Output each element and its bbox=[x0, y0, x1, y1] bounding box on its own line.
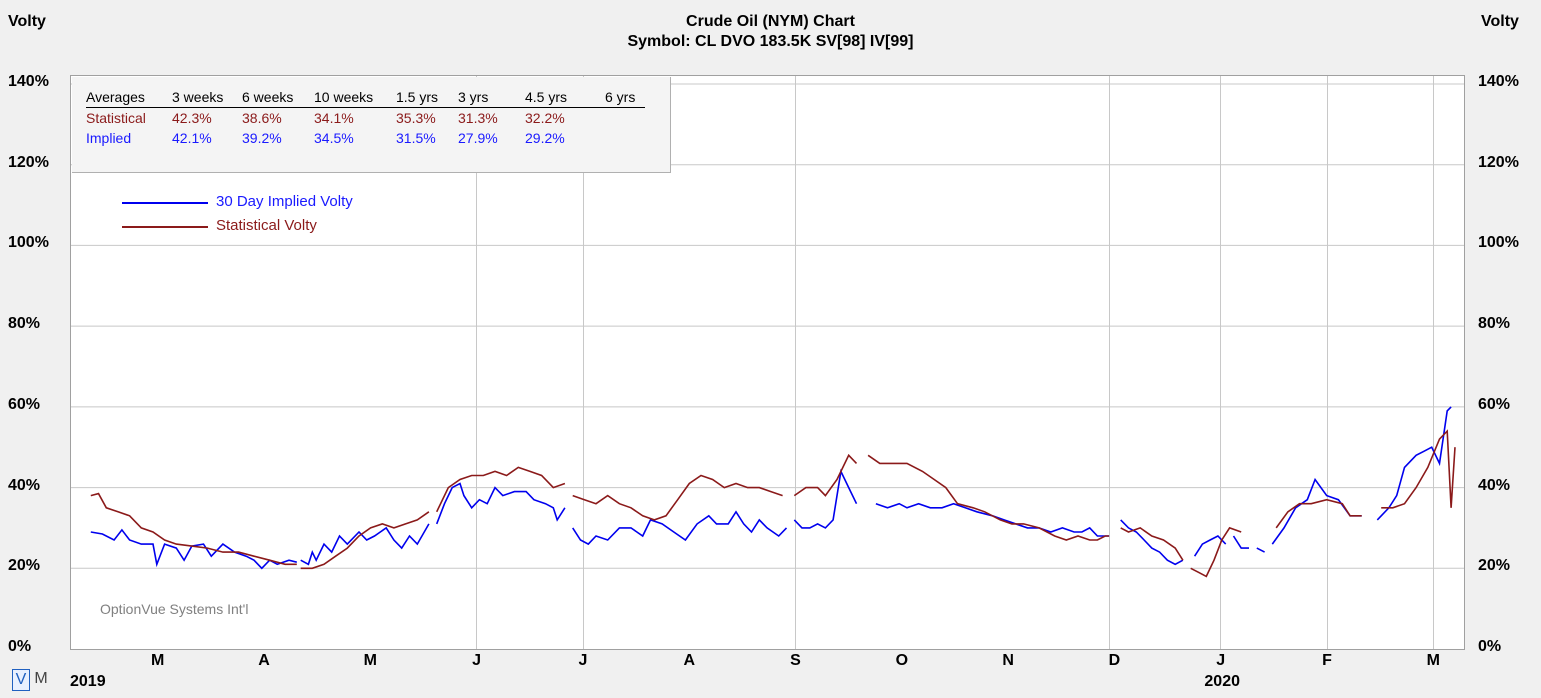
x-tick-label: O bbox=[895, 652, 909, 669]
x-tick-label: J bbox=[1216, 652, 1226, 669]
statistical-volty-line bbox=[1275, 498, 1362, 529]
legend-implied-swatch bbox=[122, 202, 208, 204]
y-tick-label-right: 60% bbox=[1478, 395, 1511, 413]
legend-statistical-label: Statistical Volty bbox=[216, 217, 317, 234]
chart-canvas bbox=[71, 76, 1464, 649]
implied-volty-line bbox=[435, 482, 566, 525]
x-tick-label: N bbox=[1002, 652, 1014, 669]
y-tick-label-right: 0% bbox=[1478, 638, 1502, 655]
implied-volty-line bbox=[793, 468, 858, 529]
legend-statistical-swatch bbox=[122, 226, 208, 228]
table-cell: 35.3% bbox=[396, 110, 436, 126]
implied-volty-line bbox=[875, 502, 1110, 537]
x-tick-label: J bbox=[578, 652, 588, 669]
statistical-volty-line bbox=[90, 492, 297, 566]
table-cell: 34.5% bbox=[314, 130, 354, 146]
statistical-volty-line bbox=[1190, 526, 1242, 578]
table-cell: 31.5% bbox=[396, 130, 436, 146]
statistical-volty-line bbox=[867, 454, 1110, 541]
implied-volty-line bbox=[1120, 519, 1184, 566]
col-4-5-yrs: 4.5 yrs bbox=[525, 87, 605, 108]
col-10-weeks: 10 weeks bbox=[314, 87, 396, 108]
y-tick-label-left: 0% bbox=[8, 638, 32, 655]
y-tick-label-right: 100% bbox=[1478, 234, 1519, 252]
table-cell: 39.2% bbox=[242, 130, 282, 146]
chart-subtitle: Symbol: CL DVO 183.5K SV[98] IV[99] bbox=[627, 33, 914, 50]
y-tick-label-left: 60% bbox=[8, 395, 41, 413]
col-3-yrs: 3 yrs bbox=[458, 87, 525, 108]
y-tick-label-left: 120% bbox=[8, 153, 49, 171]
col-averages: Averages bbox=[86, 87, 172, 108]
y-tick-label-right: 80% bbox=[1478, 315, 1511, 333]
implied-volty-line bbox=[1193, 535, 1227, 557]
statistical-label: Statistical bbox=[86, 110, 146, 126]
x-tick-label: S bbox=[790, 652, 801, 669]
x-tick-label: M bbox=[151, 652, 165, 669]
statistical-volty-line bbox=[1381, 429, 1456, 509]
statistical-row: Statistical 42.3% 38.6% 34.1% 35.3% 31.3… bbox=[86, 108, 645, 129]
implied-volty-line bbox=[572, 510, 788, 546]
legend-implied-label: 30 Day Implied Volty bbox=[216, 193, 353, 210]
implied-volty-line bbox=[90, 528, 297, 570]
implied-volty-line bbox=[300, 523, 430, 566]
table-cell: 34.1% bbox=[314, 110, 354, 126]
table-cell: 31.3% bbox=[458, 110, 498, 126]
table-cell bbox=[605, 108, 645, 129]
x-tick-label: M bbox=[1426, 652, 1440, 669]
watermark: OptionVue Systems Int'l bbox=[100, 601, 249, 617]
y-tick-label-left: 100% bbox=[8, 234, 49, 252]
y-tick-label-left: 20% bbox=[8, 557, 41, 575]
legend: 30 Day Implied Volty Statistical Volty bbox=[122, 193, 422, 238]
y-tick-label-left: 140% bbox=[8, 73, 49, 90]
col-1-5-yrs: 1.5 yrs bbox=[396, 87, 458, 108]
left-axis-label: Volty bbox=[8, 13, 46, 30]
y-tick-label-right: 40% bbox=[1478, 476, 1511, 494]
volatility-view-button[interactable]: V bbox=[12, 669, 30, 691]
chart-title: Crude Oil (NYM) Chart bbox=[686, 13, 855, 30]
table-cell: 42.3% bbox=[172, 110, 212, 126]
table-cell bbox=[605, 128, 645, 148]
implied-volty-line bbox=[1232, 535, 1249, 549]
right-axis-label: Volty bbox=[1481, 13, 1519, 30]
table-cell: 32.2% bbox=[525, 110, 565, 126]
y-tick-label-left: 80% bbox=[8, 315, 41, 333]
year-label: 2020 bbox=[1204, 673, 1240, 690]
x-tick-label: M bbox=[363, 652, 377, 669]
table-cell: 29.2% bbox=[525, 130, 565, 146]
year-label: 2019 bbox=[70, 673, 106, 690]
implied-volty-line bbox=[1256, 547, 1265, 553]
col-6-weeks: 6 weeks bbox=[242, 87, 314, 108]
statistical-volty-line bbox=[300, 511, 430, 570]
y-tick-label-right: 140% bbox=[1478, 73, 1519, 90]
implied-row: Implied 42.1% 39.2% 34.5% 31.5% 27.9% 29… bbox=[86, 128, 645, 148]
table-cell: 27.9% bbox=[458, 130, 498, 146]
col-6-yrs: 6 yrs bbox=[605, 87, 645, 108]
x-tick-label: J bbox=[472, 652, 482, 669]
statistical-volty-line bbox=[435, 466, 566, 513]
statistical-volty-line bbox=[572, 474, 783, 521]
statistical-volty-line bbox=[1120, 527, 1184, 561]
x-tick-label: F bbox=[1322, 652, 1332, 669]
x-tick-label: A bbox=[683, 652, 695, 669]
implied-volty-line bbox=[1376, 406, 1452, 521]
x-tick-label: D bbox=[1108, 652, 1121, 669]
y-tick-label-right: 120% bbox=[1478, 153, 1519, 171]
averages-table: Averages 3 weeks 6 weeks 10 weeks 1.5 yr… bbox=[72, 77, 671, 173]
y-tick-label-right: 20% bbox=[1478, 557, 1511, 575]
implied-label: Implied bbox=[86, 130, 132, 146]
y-tick-label-left: 40% bbox=[8, 476, 41, 494]
market-view-button[interactable]: M bbox=[34, 670, 48, 687]
table-cell: 42.1% bbox=[172, 130, 212, 146]
x-tick-label: A bbox=[258, 652, 270, 669]
col-3-weeks: 3 weeks bbox=[172, 87, 242, 108]
statistical-volty-line bbox=[793, 453, 858, 497]
table-cell: 38.6% bbox=[242, 110, 282, 126]
